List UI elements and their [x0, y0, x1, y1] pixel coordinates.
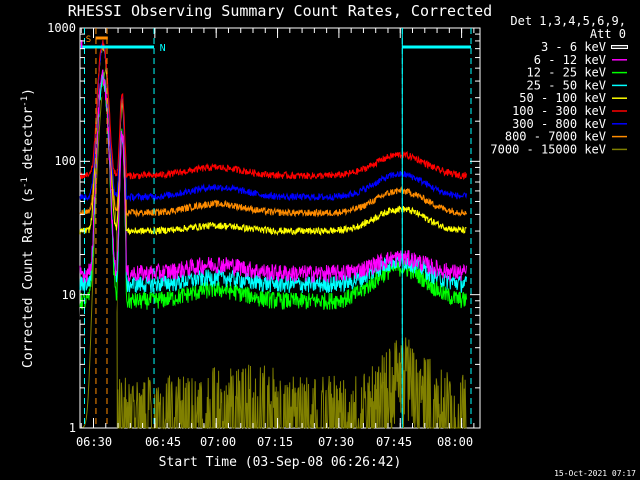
y-tick-label-1000: 1000 — [47, 21, 76, 35]
series-layer — [79, 39, 467, 430]
legend-label: 7000 - 15000 keV — [490, 142, 606, 156]
y-tick-label-1: 1 — [69, 421, 76, 435]
plot-frame — [79, 27, 481, 429]
x-axis: 06:30 06:45 07:00 07:15 07:30 07:45 08:0… — [76, 28, 475, 470]
legend-label: 25 - 50 keV — [527, 78, 606, 92]
flag-label-s: S — [86, 35, 91, 45]
x-tick-label-0730: 07:30 — [318, 435, 354, 449]
legend-label: 800 - 7000 keV — [505, 130, 606, 144]
x-tick-label-0800: 08:00 — [437, 435, 473, 449]
series-line-50-100kev — [79, 44, 467, 237]
series-line-100-300kev — [79, 39, 467, 180]
series-line-300-800kev — [79, 41, 467, 202]
flag-label-n: N — [160, 43, 166, 54]
y-tick-label-10: 10 — [62, 288, 76, 302]
y-tick-label-100: 100 — [54, 154, 76, 168]
legend-label: 50 - 100 keV — [519, 91, 606, 105]
x-axis-label: Start Time (03-Sep-08 06:26:42) — [159, 455, 402, 470]
legend-header-detectors: Det 1,3,4,5,6,9, — [510, 14, 626, 28]
series-line-800-7000kev — [79, 45, 467, 218]
legend-header-attenuator: Att 0 — [590, 27, 626, 41]
chart-title: RHESSI Observing Summary Count Rates, Co… — [68, 2, 492, 20]
x-tick-label-0715: 07:15 — [257, 435, 293, 449]
legend-label: 6 - 12 keV — [534, 53, 606, 67]
legend-label: 3 - 6 keV — [541, 40, 606, 54]
x-tick-label-0700: 07:00 — [200, 435, 236, 449]
legend-label: 100 - 300 keV — [512, 104, 606, 118]
x-tick-label-0645: 06:45 — [145, 435, 181, 449]
footer-timestamp: 15-Oct-2021 07:17 — [554, 469, 636, 478]
y-axis: 1 10 100 1000 Corrected Count Rate (s-1 … — [20, 21, 76, 435]
y-axis-label: Corrected Count Rate (s-1 detector-1) — [20, 88, 36, 368]
legend-label: 300 - 800 keV — [512, 117, 606, 131]
x-tick-label-0630: 06:30 — [76, 435, 112, 449]
series-line-7000-15000kev — [79, 66, 467, 430]
x-tick-label-0745: 07:45 — [376, 435, 412, 449]
legend-label: 12 - 25 keV — [527, 66, 606, 80]
flag-layer: NS — [80, 28, 472, 428]
plot-area: NS — [79, 27, 481, 430]
